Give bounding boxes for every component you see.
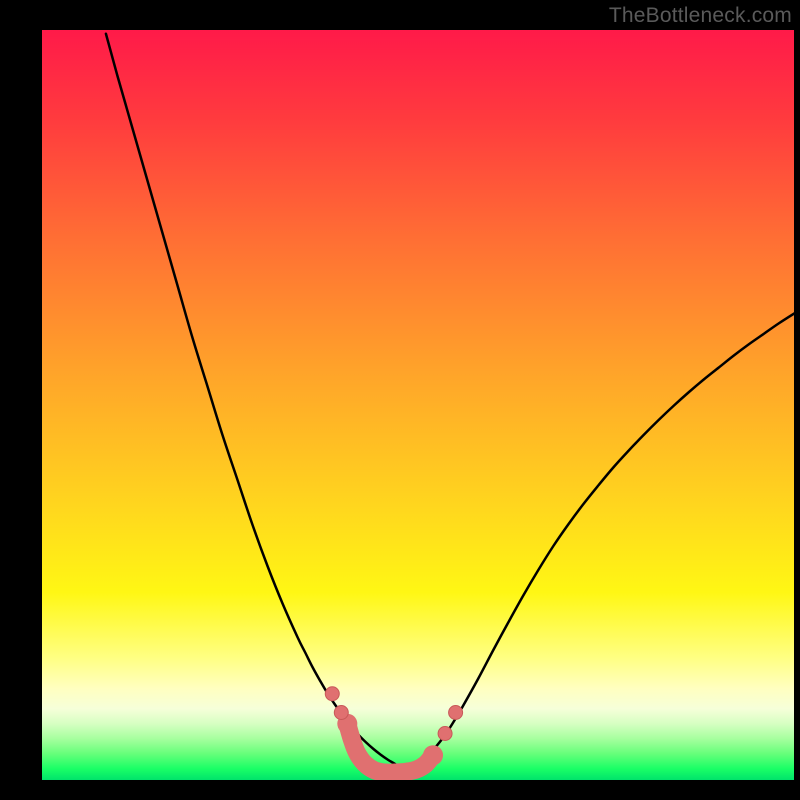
chart-svg [42, 30, 794, 780]
curve-left [106, 34, 403, 770]
chart-frame: TheBottleneck.com [0, 0, 800, 800]
plot-area [42, 30, 794, 780]
marker-dot [334, 706, 348, 720]
marker-dot [449, 706, 463, 720]
curve-right [403, 311, 794, 769]
marker-dot [325, 687, 339, 701]
marker-cap [423, 745, 443, 765]
watermark-text: TheBottleneck.com [609, 4, 792, 28]
marker-bottom-band [347, 724, 433, 773]
marker-dot [438, 727, 452, 741]
